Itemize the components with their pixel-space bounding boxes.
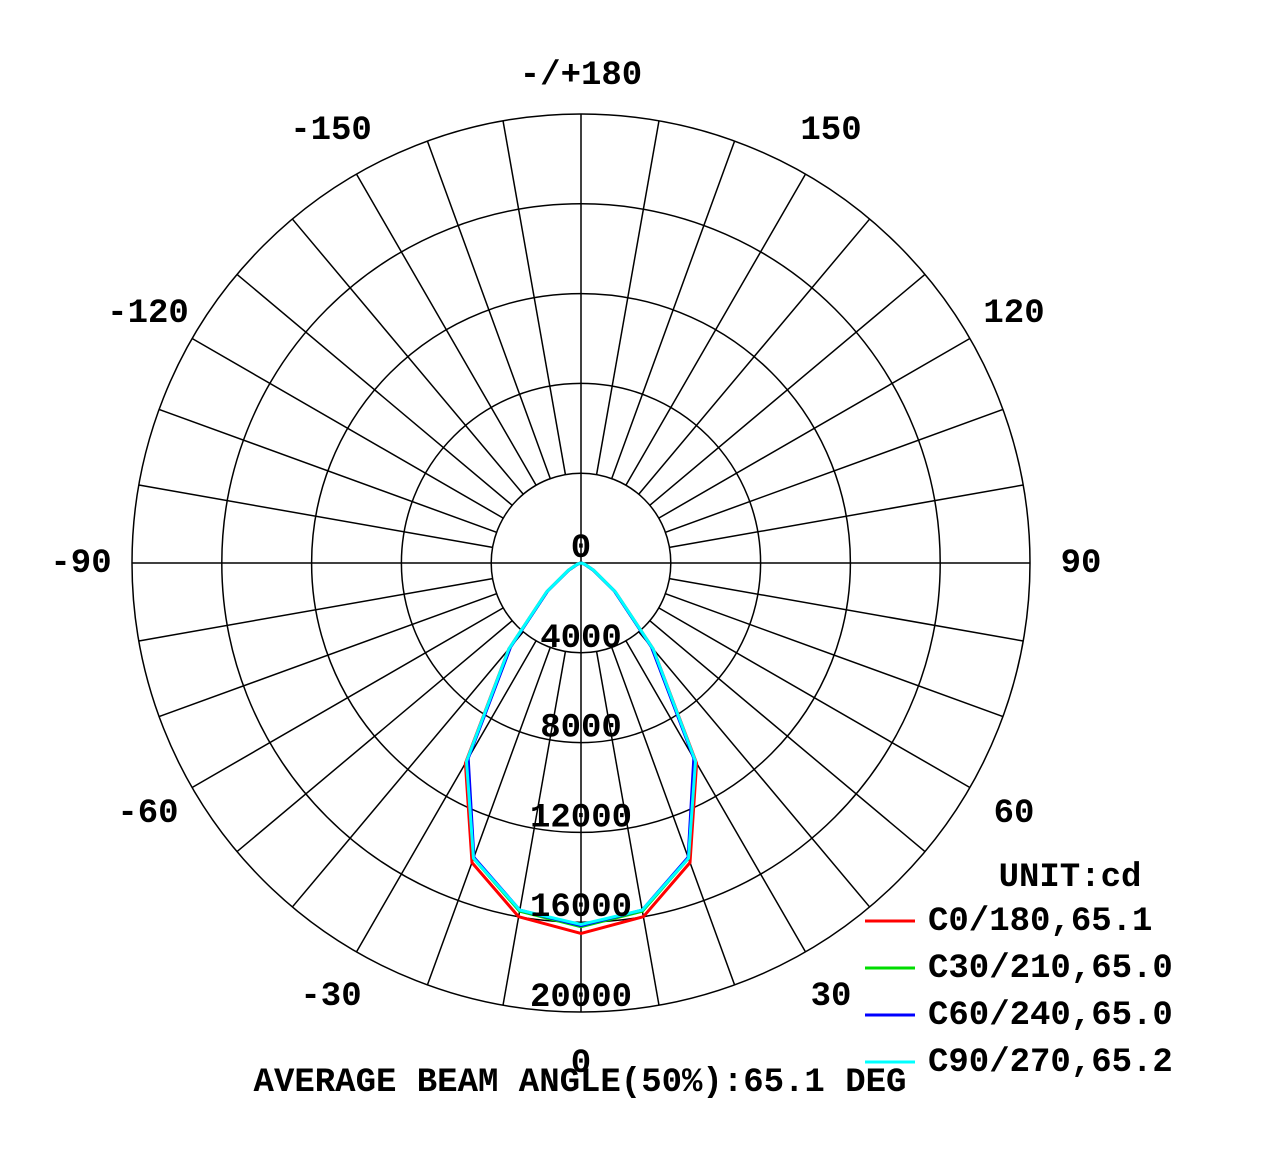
theta-tick-label: -150 [290,112,372,150]
radial-line [649,273,926,506]
radial-line [638,218,871,495]
grid [131,113,1031,1013]
radial-line [191,607,504,789]
radial-line [236,620,513,853]
radial-line [355,173,537,486]
theta-tick-label: 90 [1061,545,1102,583]
radial-line [138,577,493,642]
radial-line [658,607,971,789]
r-tick-label: 0 [571,530,591,568]
radial-line [426,647,551,986]
legend-label: C90/270,65.2 [928,1044,1173,1082]
legend-label: C30/210,65.0 [928,950,1173,988]
radial-line [502,651,567,1006]
labels: 0 30 60 90 120 150 -/+180 -150 -120 -90 -60 -30 C0/1… [50,57,1172,1083]
radial-line [595,651,660,1006]
legend-label: C0/180,65.1 [928,903,1152,941]
theta-tick-label: -30 [300,978,361,1016]
curves [463,561,699,935]
legend-label: C60/240,65.0 [928,997,1173,1035]
radial-line [158,408,497,533]
r-tick-label: 4000 [540,620,622,658]
legend-title: UNIT:cd [999,859,1142,897]
series-line [464,561,698,926]
theta-tick-label: 0 [571,1045,591,1083]
theta-tick-label: 60 [994,795,1035,833]
radial-line [502,120,567,475]
radial-line [191,337,504,519]
radial-line [426,140,551,479]
radial-line [595,120,660,475]
radial-line [669,577,1024,642]
theta-tick-label: -90 [50,545,111,583]
theta-tick-label: 30 [811,978,852,1016]
radial-line [658,337,971,519]
theta-tick-label: -60 [117,795,178,833]
radial-line [665,593,1004,718]
radial-line [291,631,524,908]
radial-line [625,173,807,486]
radial-line [669,484,1024,549]
theta-tick-label: 120 [983,295,1044,333]
footer: AVERAGE BEAM ANGLE(50%):65.1 DEG [254,1064,907,1102]
radial-line [625,640,807,953]
theta-tick-label: -/+180 [520,57,642,95]
r-tick-label: 20000 [530,979,632,1017]
radial-line [649,620,926,853]
radial-line [158,593,497,718]
radial-line [236,273,513,506]
radial-line [355,640,537,953]
radial-line [665,408,1004,533]
radial-line [611,140,736,479]
r-tick-label: 8000 [540,710,622,748]
radial-line [138,484,493,549]
radial-line [291,218,524,495]
r-tick-label: 12000 [530,799,632,837]
radial-line [638,631,871,908]
r-tick-label: 16000 [530,889,632,927]
theta-tick-label: -120 [107,295,189,333]
theta-tick-label: 150 [800,112,861,150]
radial-line [611,647,736,986]
